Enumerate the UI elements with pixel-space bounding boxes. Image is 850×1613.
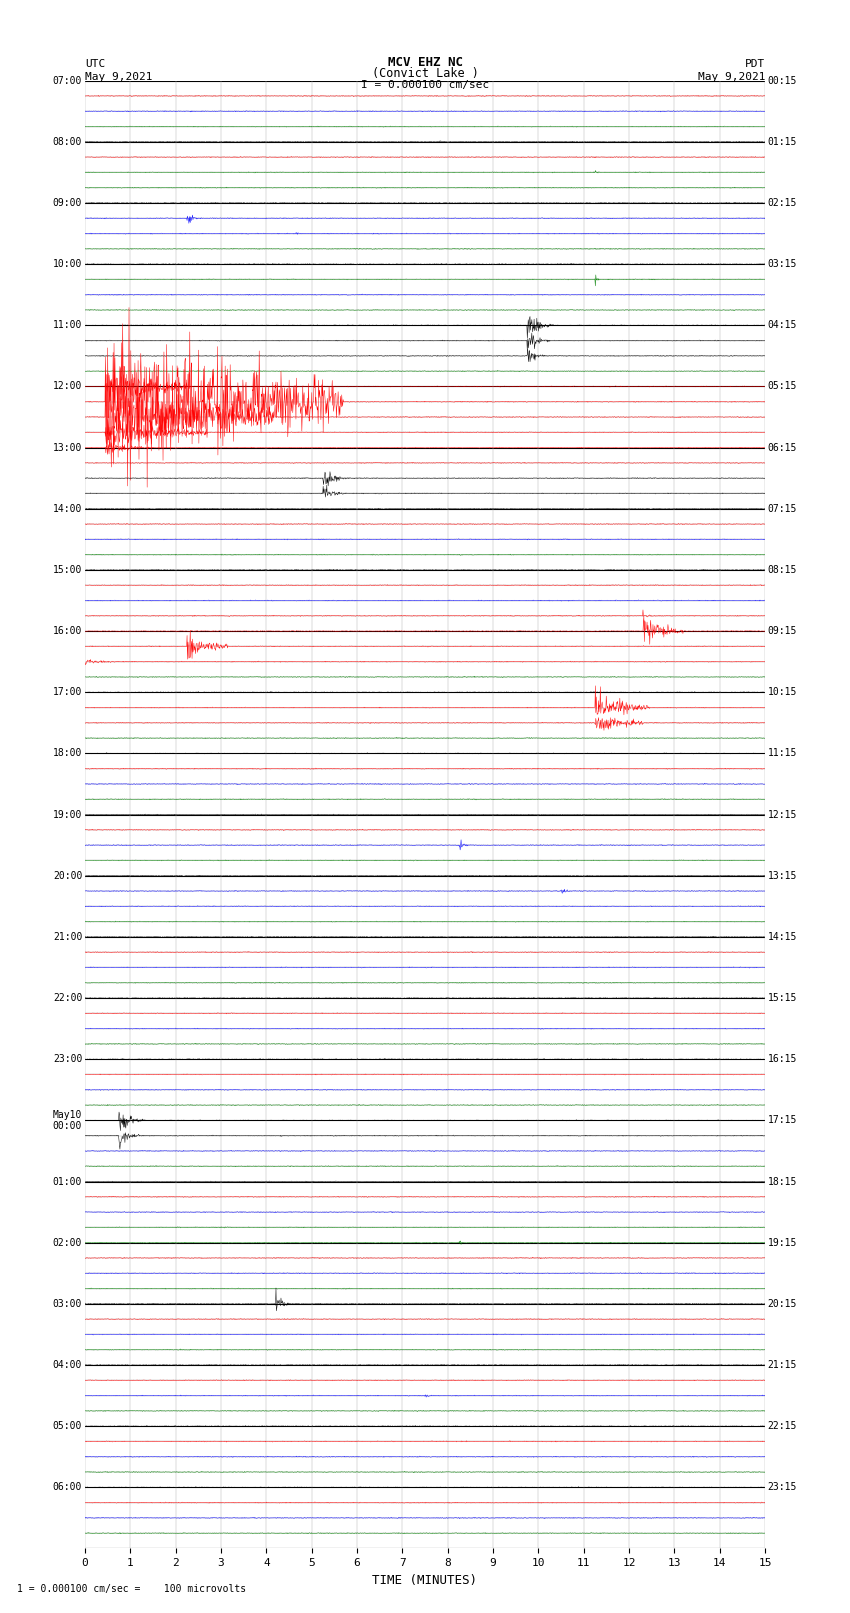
Text: MCV EHZ NC: MCV EHZ NC	[388, 55, 462, 69]
Text: 1 = 0.000100 cm/sec =    100 microvolts: 1 = 0.000100 cm/sec = 100 microvolts	[17, 1584, 246, 1594]
Text: May 9,2021: May 9,2021	[698, 73, 765, 82]
Text: May 9,2021: May 9,2021	[85, 73, 152, 82]
Text: I = 0.000100 cm/sec: I = 0.000100 cm/sec	[361, 81, 489, 90]
X-axis label: TIME (MINUTES): TIME (MINUTES)	[372, 1574, 478, 1587]
Text: UTC: UTC	[85, 58, 105, 69]
Text: PDT: PDT	[745, 58, 765, 69]
Text: (Convict Lake ): (Convict Lake )	[371, 66, 479, 79]
